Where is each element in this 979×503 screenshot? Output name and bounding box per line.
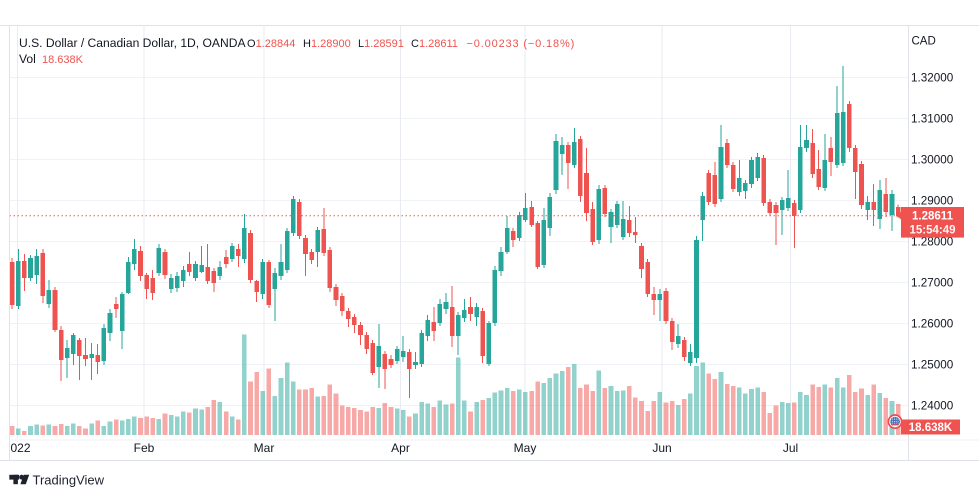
svg-text:O1.28844: O1.28844 (247, 38, 295, 50)
svg-text:18.638K: 18.638K (909, 422, 953, 434)
svg-text:1.28000: 1.28000 (911, 236, 954, 249)
svg-text:1.25000: 1.25000 (911, 359, 954, 372)
svg-text:Jul: Jul (783, 441, 798, 455)
svg-text:1.29000: 1.29000 (911, 195, 954, 208)
svg-text:CAD: CAD (912, 36, 936, 48)
svg-text:15:54:49: 15:54:49 (909, 225, 955, 237)
svg-text:Apr: Apr (391, 441, 410, 455)
svg-text:C1.28611: C1.28611 (411, 38, 458, 50)
svg-text:H1.28900: H1.28900 (303, 38, 351, 50)
svg-text:Mar: Mar (254, 441, 275, 455)
svg-text:1.24000: 1.24000 (911, 400, 954, 413)
svg-text:U.S. Dollar / Canadian Dollar,: U.S. Dollar / Canadian Dollar, 1D, OANDA (19, 36, 246, 50)
svg-text:Vol: Vol (19, 52, 36, 66)
svg-text:May: May (514, 441, 537, 455)
svg-text:18.638K: 18.638K (42, 54, 84, 66)
svg-text:1.32000: 1.32000 (911, 72, 954, 85)
svg-text:Feb: Feb (134, 441, 155, 455)
svg-text:1.27000: 1.27000 (911, 277, 954, 290)
svg-text:L1.28591: L1.28591 (358, 38, 404, 50)
svg-text:TradingView: TradingView (33, 473, 105, 488)
svg-text:1.26000: 1.26000 (911, 318, 954, 331)
svg-text:1.31000: 1.31000 (911, 113, 954, 126)
svg-text:Jun: Jun (652, 441, 671, 455)
svg-text:−0.00233 (−0.18%): −0.00233 (−0.18%) (467, 38, 576, 50)
svg-text:1.30000: 1.30000 (911, 154, 954, 167)
svg-text:022: 022 (11, 441, 31, 455)
svg-text:1.28611: 1.28611 (912, 211, 954, 223)
